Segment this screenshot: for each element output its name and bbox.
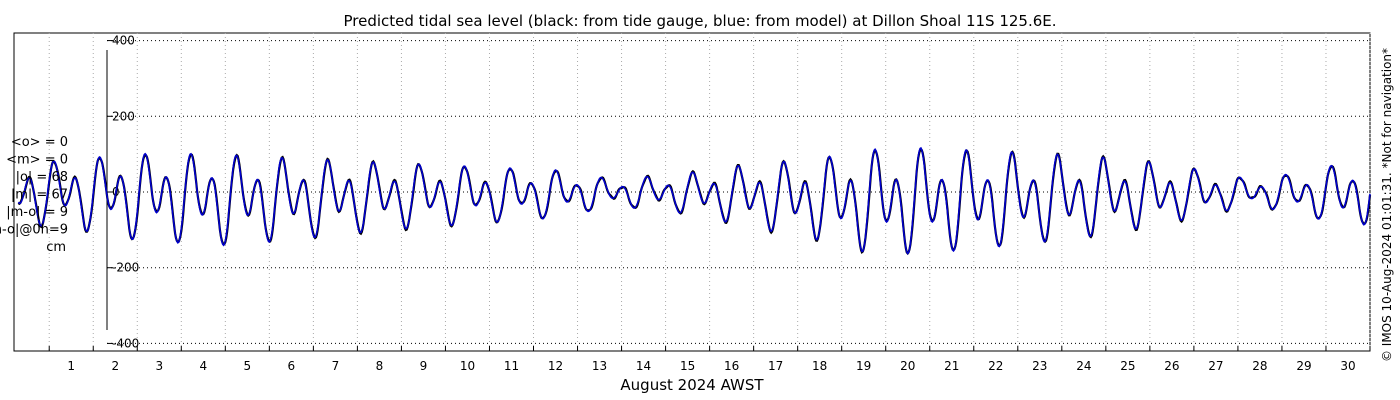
stats-line: <m> = 0	[6, 153, 68, 168]
y-tick-label: -400	[112, 336, 139, 350]
x-tick-label: 12	[548, 359, 563, 373]
stats-line: cm	[46, 240, 66, 255]
x-tick-label: 26	[1164, 359, 1179, 373]
x-tick-label: 3	[155, 359, 163, 373]
grid	[48, 33, 1371, 351]
x-tick-label: 10	[460, 359, 475, 373]
x-axis-label: August 2024 AWST	[620, 376, 764, 394]
x-tick-label: 29	[1296, 359, 1311, 373]
x-tick-label: 24	[1076, 359, 1091, 373]
credit-note: © IMOS 10-Aug-2024 01:01:31. *Not for na…	[1380, 48, 1394, 362]
x-tick-label: 15	[680, 359, 695, 373]
x-tick-label: 7	[332, 359, 340, 373]
stats-line: |m-o|@0h=9	[0, 223, 68, 238]
chart-title: Predicted tidal sea level (black: from t…	[343, 12, 1056, 30]
x-tick-label: 30	[1340, 359, 1355, 373]
y-tick-label: 200	[112, 109, 135, 123]
x-tick-label: 25	[1120, 359, 1135, 373]
x-tick-label: 19	[856, 359, 871, 373]
stats-panel: <o> = 0 <m> = 0 |o| = 68 |m| = 67 |m-o| = 9 |…	[0, 135, 68, 255]
x-tick-label: 9	[420, 359, 428, 373]
stats-line: <o> = 0	[11, 135, 68, 150]
x-tick-label: 8	[376, 359, 384, 373]
x-tick-label: 18	[812, 359, 827, 373]
x-tick-label: 22	[988, 359, 1003, 373]
series-line-model	[17, 146, 1371, 255]
plot-frame	[13, 32, 1371, 352]
x-tick-label: 21	[944, 359, 959, 373]
x-tick-label: 6	[288, 359, 296, 373]
x-tick-label: 16	[724, 359, 739, 373]
y-tick-label: 400	[112, 34, 135, 48]
stats-line: |m-o| = 9	[6, 205, 68, 220]
stats-line: |o| = 68	[16, 170, 68, 185]
x-tick-label: 11	[504, 359, 519, 373]
y-tick-label: -200	[112, 261, 139, 275]
x-tick-label: 27	[1208, 359, 1223, 373]
x-tick-label: 4	[199, 359, 207, 373]
x-tick-label: 23	[1032, 359, 1047, 373]
x-tick-label: 14	[636, 359, 651, 373]
x-tick-label: 13	[592, 359, 607, 373]
stats-line: |m| = 67	[11, 188, 68, 203]
x-tick-label: 17	[768, 359, 783, 373]
x-tick-label: 20	[900, 359, 915, 373]
x-tick-label: 5	[244, 359, 252, 373]
x-tick-label: 28	[1252, 359, 1267, 373]
series-group	[17, 146, 1372, 256]
x-tick-label: 2	[111, 359, 119, 373]
x-tick-label: 1	[67, 359, 75, 373]
x-ticks: 1 2 3 4 5 6 7 8 9 10 11 12 13 14 15 16 17 18 19 20 21 22 23 24 2…	[48, 346, 1371, 373]
